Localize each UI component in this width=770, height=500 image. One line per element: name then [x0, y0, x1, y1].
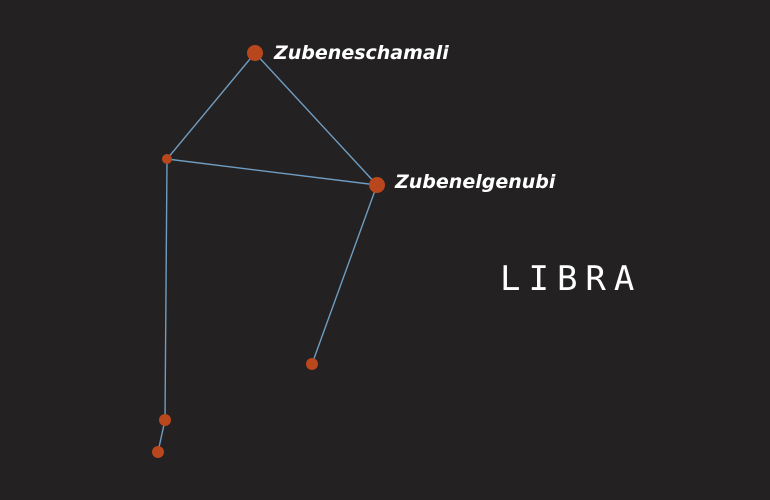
connection-line-zubenelgenubi-upsilon: [311, 184, 378, 365]
connection-line-sigma-upper-tau-lower: [164, 158, 168, 421]
star-label-zubenelgenubi: Zubenelgenubi: [395, 171, 556, 193]
star-zubenelgenubi: [369, 177, 385, 193]
connection-line-zubeneschamali-sigma-upper: [166, 52, 256, 160]
star-upsilon: [306, 358, 318, 370]
star-sigma-upper: [162, 154, 172, 164]
star-zubeneschamali: [247, 45, 263, 61]
connection-lines: [157, 52, 378, 453]
constellation-name: LIBRA: [500, 259, 643, 299]
connection-line-zubeneschamali-zubenelgenubi: [254, 52, 378, 186]
star-tau-lower: [159, 414, 171, 426]
star-bottom: [152, 446, 164, 458]
connection-line-sigma-upper-zubenelgenubi: [166, 158, 378, 186]
stars: [152, 45, 385, 458]
star-label-zubeneschamali: Zubeneschamali: [274, 42, 449, 64]
